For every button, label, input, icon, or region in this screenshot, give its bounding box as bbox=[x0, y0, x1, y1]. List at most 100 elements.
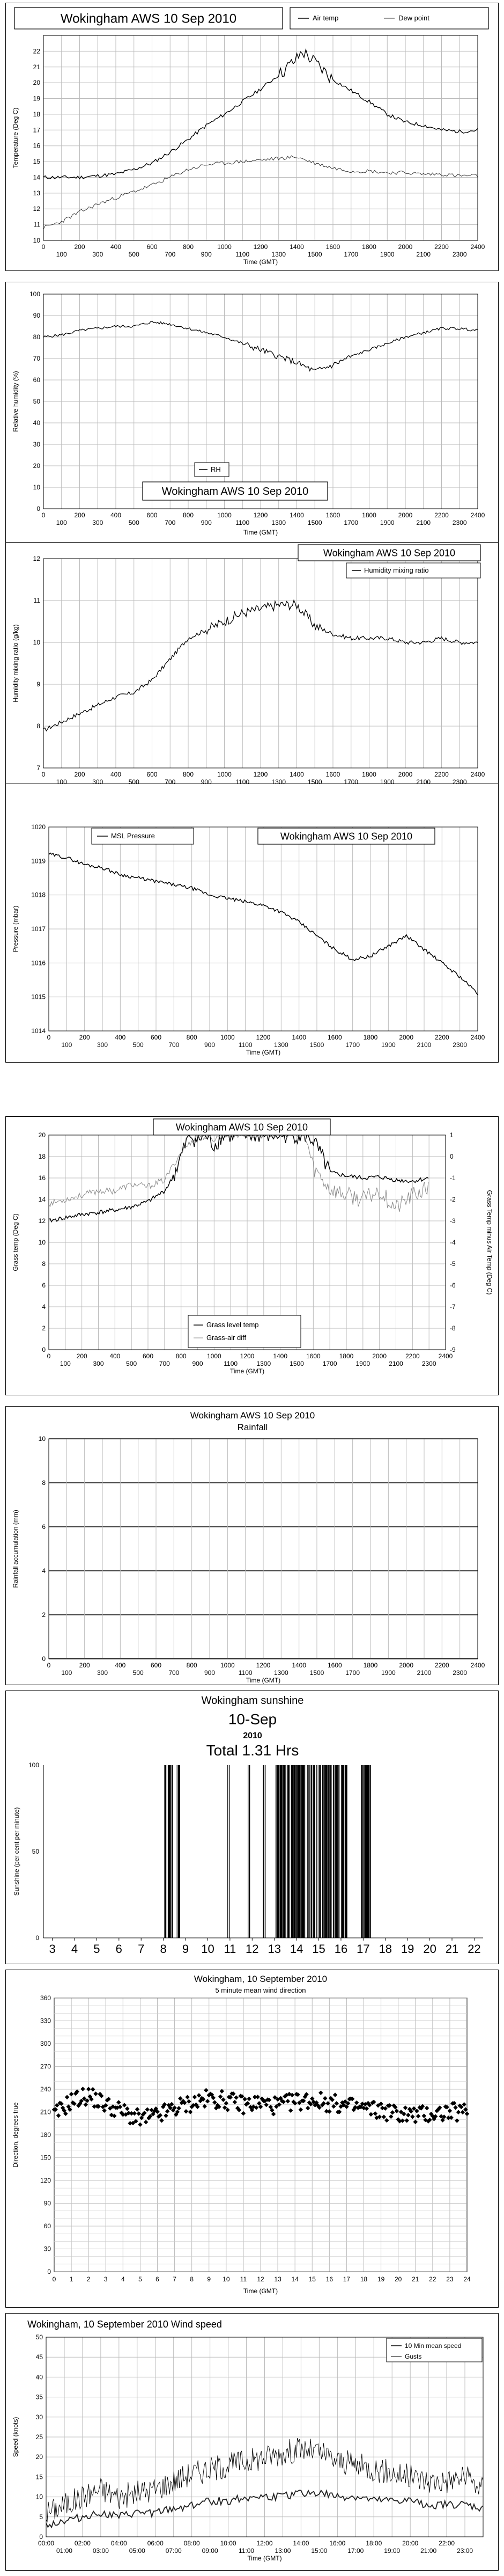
y-tick-label: 270 bbox=[40, 2063, 51, 2070]
x-tick-label: 2300 bbox=[453, 1669, 467, 1677]
x-tick-label: 18 bbox=[360, 2275, 368, 2283]
x-tick-label: 1700 bbox=[344, 251, 358, 258]
chart-title: Wokingham AWS 10 Sep 2010 bbox=[280, 831, 412, 841]
x-tick-label: 1200 bbox=[240, 1352, 255, 1360]
y-tick-label: 20 bbox=[36, 2453, 43, 2461]
x-tick-label: 700 bbox=[168, 1041, 179, 1049]
scatter-point bbox=[381, 2114, 387, 2119]
legend-label-gusts: Gusts bbox=[405, 2353, 421, 2360]
x-tick-label: 0 bbox=[47, 1352, 51, 1360]
y-tick-label: 50 bbox=[33, 398, 41, 405]
x-tick-label: 20 bbox=[423, 1942, 436, 1956]
x-tick-label: 14:00 bbox=[293, 2540, 309, 2547]
scatter-point bbox=[96, 2104, 101, 2109]
x-tick-label: 800 bbox=[183, 771, 194, 778]
y-axis-label: Relative humidity (%) bbox=[12, 371, 19, 431]
y-tick-label: 22 bbox=[33, 47, 41, 55]
scatter-point bbox=[125, 2106, 130, 2111]
y-tick-label: 8 bbox=[42, 1260, 46, 1268]
x-tick-label: 1600 bbox=[328, 1662, 342, 1669]
x-tick-label: 23 bbox=[446, 2275, 454, 2283]
scatter-point bbox=[143, 2120, 149, 2125]
y-tick-label: 10 bbox=[39, 1239, 46, 1246]
legend-box bbox=[188, 1315, 301, 1348]
x-tick-label: 2100 bbox=[417, 1041, 432, 1049]
legend-label-air-temp: Air temp bbox=[313, 14, 338, 22]
chart-subtitle: 5 minute mean wind direction bbox=[215, 1986, 306, 1994]
x-tick-label: 1100 bbox=[224, 1360, 238, 1367]
scatter-point bbox=[297, 2100, 302, 2105]
plot-frame bbox=[43, 294, 478, 509]
x-tick-label: 23:00 bbox=[457, 2547, 473, 2555]
x-tick-label: 1300 bbox=[271, 251, 286, 258]
scatter-point bbox=[253, 2095, 257, 2099]
y-tick-label: 10 bbox=[33, 639, 41, 646]
y-tick-label: 60 bbox=[44, 2222, 51, 2230]
x-tick-label: 600 bbox=[146, 511, 157, 519]
y-tick-label: 20 bbox=[39, 1131, 46, 1139]
series-line-grass-temp bbox=[48, 1134, 429, 1223]
y-tick-label: 1016 bbox=[31, 959, 46, 967]
x-tick-label: 2100 bbox=[417, 1669, 432, 1677]
y-axis-label: Direction, degrees true bbox=[12, 2102, 19, 2168]
x-tick-label: 06:00 bbox=[147, 2540, 164, 2547]
x-tick-label: 16 bbox=[335, 1942, 347, 1956]
x-tick-label: 8 bbox=[190, 2275, 194, 2283]
x-tick-label: 13 bbox=[268, 1942, 280, 1956]
x-tick-label: 1600 bbox=[326, 771, 340, 778]
x-tick-label: 0 bbox=[53, 2275, 56, 2283]
scatter-point bbox=[285, 2099, 291, 2104]
x-tick-label: 00:00 bbox=[38, 2540, 54, 2547]
x-tick-label: 14 bbox=[290, 1942, 303, 1956]
y-tick-label: 15 bbox=[36, 2473, 43, 2480]
y-tick-label: 30 bbox=[36, 2413, 43, 2421]
x-tick-label: 2200 bbox=[435, 1662, 449, 1669]
x-tick-label: 1500 bbox=[310, 1669, 324, 1677]
chart-rainfall: 0 2 4 6 8 10 0 200 400 600 800 1000 1200 1400 1600 1800… bbox=[5, 1406, 499, 1685]
x-tick-label: 500 bbox=[129, 519, 139, 526]
chart-humidity-mixing-ratio: 7 8 9 10 11 12 0 200 400 600 800 1000 1200 1400 1600 18… bbox=[5, 542, 499, 805]
scatter-point bbox=[164, 2113, 168, 2118]
y-tick-label: 16 bbox=[33, 142, 41, 150]
series-line-gusts bbox=[46, 2438, 484, 2523]
x-tick-label: 800 bbox=[183, 511, 194, 519]
y-tick-label: 15 bbox=[33, 158, 41, 165]
y2-tick-label: 1 bbox=[450, 1131, 454, 1139]
y2-tick-label: -7 bbox=[450, 1303, 456, 1311]
x-axis-label: Time (GMT) bbox=[247, 2555, 281, 2562]
x-tick-label: 500 bbox=[129, 251, 139, 258]
legend-box bbox=[346, 562, 481, 579]
x-axis-label: Time (GMT) bbox=[246, 1677, 280, 1684]
scatter-point bbox=[413, 2119, 418, 2125]
legend-label-grass-temp: Grass level temp bbox=[206, 1321, 259, 1329]
chart-total: Total 1.31 Hrs bbox=[206, 1742, 299, 1759]
chart-title: Wokingham AWS 10 Sep 2010 bbox=[190, 1410, 315, 1421]
x-tick-label: 1300 bbox=[256, 1360, 271, 1367]
x-tick-label: 400 bbox=[115, 1034, 125, 1041]
scatter-point bbox=[389, 2114, 394, 2119]
legend-label-mixing-ratio: Humidity mixing ratio bbox=[364, 566, 429, 574]
x-tick-label: 1600 bbox=[328, 1034, 342, 1041]
x-tick-label: 2300 bbox=[453, 251, 467, 258]
y-tick-label: 90 bbox=[44, 2200, 51, 2207]
scatter-point bbox=[147, 2114, 153, 2119]
scatter-point bbox=[410, 2114, 415, 2119]
x-tick-label: 200 bbox=[79, 1034, 90, 1041]
y-tick-label: 30 bbox=[33, 441, 41, 448]
scatter-point bbox=[92, 2104, 97, 2109]
chart-title: Wokingham AWS 10 Sep 2010 bbox=[176, 1122, 308, 1132]
scatter-point bbox=[368, 2112, 374, 2117]
x-tick-label: 2400 bbox=[471, 511, 485, 519]
y-tick-label: 10 bbox=[36, 2493, 43, 2501]
scatter-point bbox=[318, 2090, 323, 2095]
y2-tick-label: -9 bbox=[450, 1346, 456, 1353]
x-tick-label: 2200 bbox=[435, 1034, 449, 1041]
y-tick-label: 45 bbox=[36, 2353, 43, 2361]
x-tick-label: 700 bbox=[165, 251, 175, 258]
x-tick-label: 2400 bbox=[471, 1034, 485, 1041]
y-axis-label: Grass temp (Deg C) bbox=[12, 1213, 19, 1271]
scatter-point bbox=[441, 2114, 447, 2119]
y-tick-label: 6 bbox=[42, 1282, 46, 1289]
scatter-point bbox=[224, 2101, 229, 2106]
scatter-point bbox=[462, 2102, 466, 2107]
